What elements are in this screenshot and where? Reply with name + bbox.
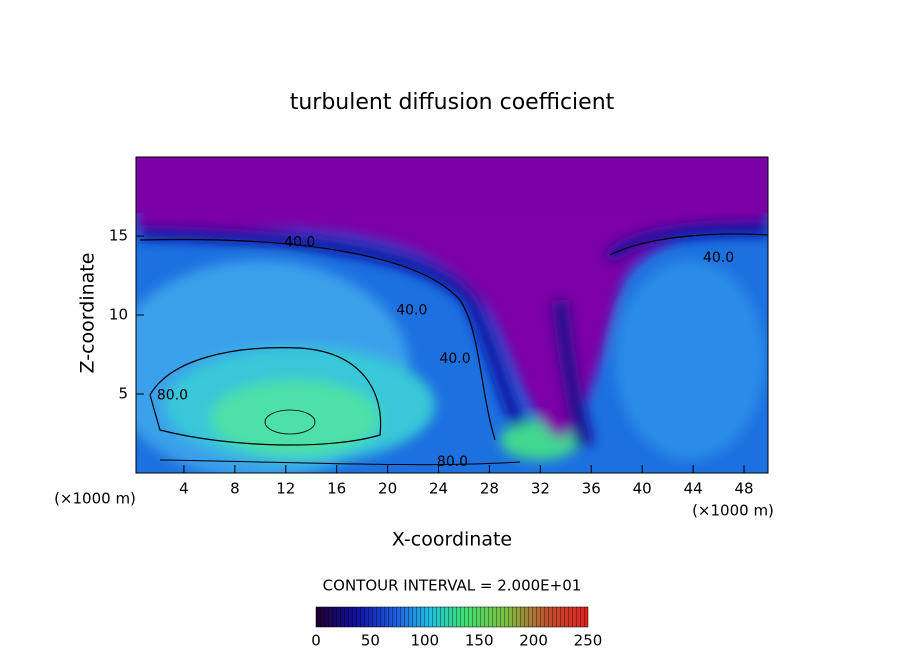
x-tick-label: 24 xyxy=(429,480,448,498)
contour-label: 40.0 xyxy=(439,351,470,367)
colorbar-tick-label: 100 xyxy=(410,632,439,650)
colorbar-tick-label: 50 xyxy=(361,632,380,650)
x-axis-label: X-coordinate xyxy=(392,529,512,551)
colorbar-tick-label: 250 xyxy=(574,632,603,650)
colorbar-tick-label: 150 xyxy=(465,632,494,650)
y-axis-label: Z-coordinate xyxy=(77,253,99,374)
x-tick-label: 4 xyxy=(179,480,189,498)
contour-label: 80.0 xyxy=(437,454,468,470)
chart-title: turbulent diffusion coefficient xyxy=(290,90,615,115)
y-tick-label: 5 xyxy=(118,385,128,403)
x-tick-label: 40 xyxy=(633,480,652,498)
contour-label: 40.0 xyxy=(703,250,734,266)
y-unit: (×1000 m) xyxy=(54,490,136,508)
x-tick-label: 44 xyxy=(684,480,703,498)
x-tick-label: 8 xyxy=(230,480,240,498)
x-tick-label: 32 xyxy=(531,480,550,498)
x-tick-label: 12 xyxy=(276,480,295,498)
colorbar-tick-label: 0 xyxy=(311,632,321,650)
field-shading xyxy=(136,157,768,473)
x-tick-label: 48 xyxy=(734,480,753,498)
contour-label: 40.0 xyxy=(396,302,427,318)
contour-interval: CONTOUR INTERVAL = 2.000E+01 xyxy=(323,577,582,595)
y-tick-label: 15 xyxy=(109,227,128,245)
contour-label: 80.0 xyxy=(157,388,188,404)
x-tick-label: 36 xyxy=(582,480,601,498)
x-tick-label: 28 xyxy=(480,480,499,498)
contour-label: 40.0 xyxy=(284,234,315,250)
x-unit: (×1000 m) xyxy=(692,502,774,520)
colorbar-tick-label: 200 xyxy=(519,632,548,650)
colorbar-frame xyxy=(315,606,589,628)
x-tick-label: 16 xyxy=(327,480,346,498)
x-tick-label: 20 xyxy=(378,480,397,498)
y-tick-label: 10 xyxy=(109,306,128,324)
